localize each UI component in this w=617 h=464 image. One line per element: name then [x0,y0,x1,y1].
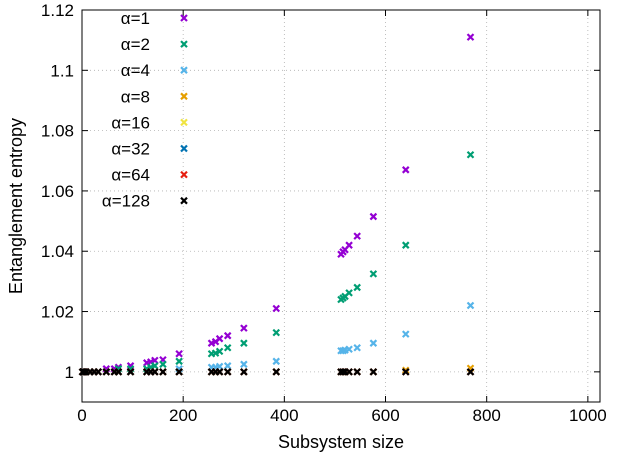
data-point [215,368,224,376]
data-point [345,241,353,249]
legend: α=1 α=2 α=4 α=8 α=16 α=32 α=64 α=128 [102,9,188,211]
data-point [401,330,410,338]
data-point [345,345,353,354]
legend-label: α=32 [111,140,150,159]
data-point [240,324,248,332]
data-point [353,343,361,352]
legend-marker [180,170,188,179]
data-point [272,304,281,313]
data-point [240,360,248,369]
data-point [223,368,232,376]
data-point [151,362,159,370]
legend-label: α=128 [102,192,150,211]
data-point [345,289,353,297]
y-axis-label: Entanglement entropy [6,118,26,294]
y-tick-label: 1.12 [41,1,74,20]
y-tick-label: 1 [65,363,74,382]
data-point [240,339,248,347]
data-point [401,368,410,376]
data-point [353,232,361,240]
legend-label: α=4 [121,61,150,80]
data-point [223,362,232,370]
x-tick-label: 1000 [569,406,607,425]
data-point [272,328,281,337]
legend-marker [180,118,188,127]
x-tick-label: 600 [371,406,399,425]
data-point [339,368,347,376]
data-point [369,339,378,347]
legend-marker [180,144,188,153]
data-point [240,368,248,376]
legend-marker [180,196,188,205]
grid-lines [82,10,600,402]
y-tick-label: 1.04 [41,242,74,261]
data-point [175,368,183,376]
data-point [272,368,281,376]
data-point [369,270,378,278]
data-point [369,212,378,221]
legend-label: α=1 [121,9,150,28]
legend-marker [180,92,188,101]
data-point [345,368,353,376]
legend-label: α=8 [121,87,150,106]
data-point [223,343,232,352]
data-point [369,368,378,376]
data-point [114,368,123,376]
data-point [159,360,167,369]
x-axis-label: Subsystem size [278,432,404,452]
legend-label: α=64 [111,166,150,185]
x-tick-label: 400 [270,406,298,425]
y-tick-label: 1.1 [50,61,74,80]
data-point [159,368,167,376]
x-tick-label: 200 [169,406,197,425]
data-point [353,283,361,292]
legend-label: α=16 [111,113,150,132]
legend-marker [180,66,188,74]
data-point [175,349,183,358]
data-point [211,349,220,357]
data-point [353,368,361,376]
y-tick-label: 1.02 [41,303,74,322]
data-point [466,368,475,376]
y-tick-label: 1.06 [41,182,74,201]
data-points [78,33,475,376]
y-tick-label: 1.08 [41,122,74,141]
x-tick-label: 800 [473,406,501,425]
legend-label: α=2 [121,35,150,54]
x-tick-label: 0 [77,406,86,425]
data-point [102,368,111,376]
tick-labels: 0 200 400 600 800 1000 1 1.02 1.04 1.06 1.08 1.1 1.1… [41,1,607,425]
legend-marker [180,14,188,22]
legend-marker [180,40,188,48]
data-point [223,331,232,340]
data-point [466,33,475,41]
data-point [175,357,183,366]
tick-marks [81,9,600,402]
data-point [151,368,159,376]
data-point [215,334,224,343]
data-point [401,166,410,174]
data-point [466,301,475,310]
data-point [401,241,410,249]
data-point [272,357,281,366]
data-point [466,150,475,159]
plot-frame [81,9,601,403]
series-8 [78,368,475,376]
data-point [94,368,102,376]
data-point [126,368,135,376]
data-point [215,347,224,356]
